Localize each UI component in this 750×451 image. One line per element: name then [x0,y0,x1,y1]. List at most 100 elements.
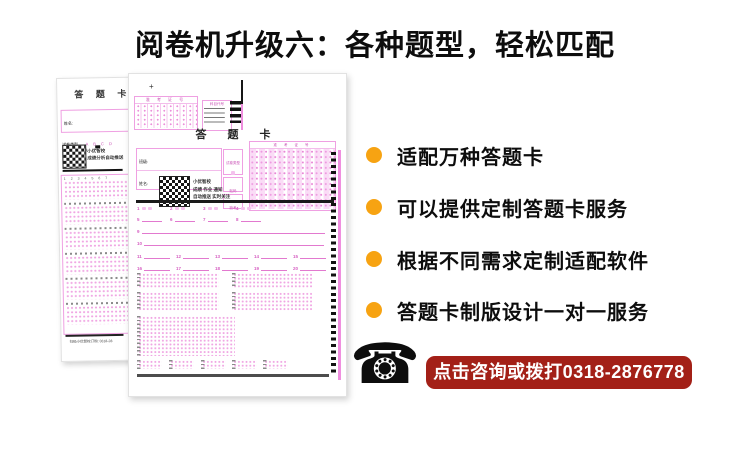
blank-question: 16 [137,266,171,271]
subject-code-label: 科目代号 [210,102,224,106]
blank-question: 13 [215,254,249,259]
question-number: 12 [176,254,182,259]
qr-caption-line: 成绩 作业 通知 [193,186,223,192]
question-area: 1 2 3 4 5 6 7 8 9 10 11 12 13 14 15 16 1… [137,204,335,380]
blank-question: 12 [176,254,210,259]
answer-line [300,266,327,271]
ticket-number-label: 准 考 证 号 [135,97,197,104]
question-number: 4 [236,206,239,211]
dense-bubble-patch [137,316,235,356]
question-number: 10 [137,241,143,246]
blank-question: 19 [254,266,288,271]
phone-icon[interactable]: ☎ [350,332,420,395]
name-label: 姓名: [63,120,73,126]
blank-question: 15 [293,254,327,259]
edge-strip-pink [338,150,341,380]
dense-bubble-patch [137,360,162,369]
dense-bubble-patch [137,273,219,288]
question-number: 6 [170,217,173,222]
answer-line [222,266,249,271]
answer-line [222,254,249,259]
bullet-icon [366,251,382,267]
blank-question: 10 [137,241,325,246]
feature-item: 根据不同需求定制适配软件 [366,246,649,273]
feature-item: 答题卡制版设计一对一服务 [366,297,649,324]
dense-bubble-patch [232,292,312,311]
blank-question: 11 [137,254,170,259]
dense-bubble-patch [232,273,312,288]
question-number: 19 [254,266,260,271]
timing-marks-top [230,101,242,123]
feature-label: 答题卡制版设计一对一服务 [397,301,649,324]
question-number: 2 [170,206,173,211]
bottom-bar [137,374,329,377]
answer-line [261,254,288,259]
name-field-box: 姓名: [60,108,130,133]
question-number: 14 [254,254,260,259]
answer-line [143,254,170,259]
blank-question: 18 [215,266,249,271]
answer-line [183,266,210,271]
qr-code-icon [62,144,87,169]
page-title: 阅卷机升级六：各种题型，轻松匹配 [134,30,615,62]
contact-banner[interactable]: 点击咨询或拨打0318-2876778 [426,356,692,389]
answer-bubble [180,206,185,210]
blank-question: 17 [176,266,210,271]
answer-line [141,229,325,234]
answer-bubble [141,206,146,210]
answer-line [141,217,162,222]
answer-bubble [207,206,212,210]
dense-bubble-patch [263,360,288,369]
question-number: 17 [176,266,182,271]
qr-caption: 小优智校 成绩 作业 通知 自动推送 实时关注 [193,178,263,201]
feature-label: 可以提供定制答题卡服务 [397,198,628,221]
qr-caption-line: 自动推送 实时关注 [193,194,231,200]
dense-bubble-patch [232,360,257,369]
question-number: 11 [137,254,142,259]
question-number: 13 [215,254,221,259]
bullet-icon [366,302,382,318]
answer-line [144,266,171,271]
edge-mark-pink [241,104,243,130]
ticket-bubbles [250,149,335,209]
absent-label: 缺考 [229,206,237,210]
class-label: 班级: [139,159,149,164]
sticker-label: 贴码 [229,189,237,193]
feature-item: 适配万种答题卡 [366,142,544,169]
answer-line [300,254,327,259]
question-number: 8 [236,217,239,222]
blank-question: 7 [203,217,228,222]
answer-bubble [147,206,152,210]
ticket-number-grid: 准 考 证 号 [134,96,198,130]
paper-type-bubble [231,171,235,175]
question-number: 3 [203,206,206,211]
dense-bubble-patch [169,360,194,369]
blank-question: 6 [170,217,195,222]
question-number: 16 [137,266,143,271]
question-number: 5 [137,217,140,222]
edge-mark-dark [241,80,243,104]
blank-question: 5 [137,217,162,222]
answer-line [183,254,210,259]
feature-item: 可以提供定制答题卡服务 [366,194,628,221]
question-number: 20 [293,266,299,271]
answer-line [174,217,195,222]
subject-code-rows [204,108,230,125]
choice-question: 4 [236,206,253,211]
question-number: 18 [215,266,221,271]
paper-type-box: 试卷类型 [223,149,243,175]
blank-question: 9 [137,229,325,234]
divider-bar [136,200,334,203]
timing-marks-right [331,152,336,374]
question-number: 9 [137,229,140,234]
dense-bubble-patch [137,292,219,311]
answer-line [207,217,228,222]
bottom-bar [65,333,124,337]
answer-bubble [240,206,245,210]
answer-line [240,217,261,222]
dense-bubble-patch [201,360,226,369]
choice-question: 2 [170,206,187,211]
answer-bubble [213,206,218,210]
feature-label: 适配万种答题卡 [397,146,544,169]
bullet-icon [366,147,382,163]
